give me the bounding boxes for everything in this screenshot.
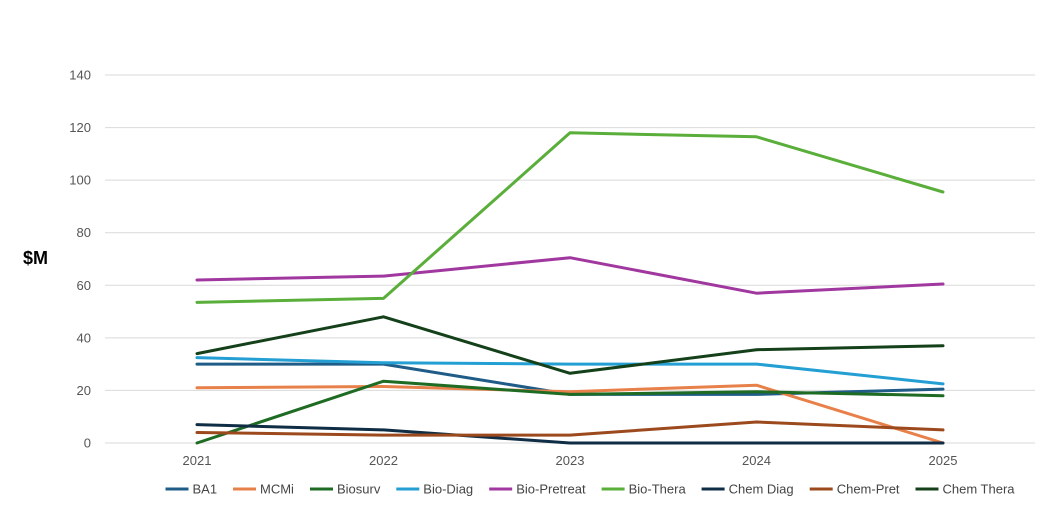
legend-label: Chem Diag (729, 482, 794, 497)
x-tick-label: 2022 (369, 453, 398, 468)
y-tick-label: 140 (69, 68, 91, 83)
x-axis-ticks: 2021 2022 2023 2024 2025 (183, 453, 958, 468)
series-line-chem-diag (195, 423, 945, 445)
x-tick-label: 2024 (742, 453, 771, 468)
x-tick-label: 2021 (183, 453, 212, 468)
series-line-mcmi (195, 383, 945, 445)
legend-label: MCMi (260, 482, 294, 497)
legend-label: Chem Thera (943, 482, 1016, 497)
legend-label: Chem-Pret (837, 482, 900, 497)
x-tick-label: 2025 (929, 453, 958, 468)
legend: BA1 MCMi Biosurv Bio-Diag Bio-Pretreat Bio-Th… (165, 482, 1016, 497)
y-tick-label: 80 (77, 225, 91, 240)
legend-item: Bio-Diag (396, 482, 473, 497)
y-tick-label: 0 (84, 436, 91, 451)
legend-item: MCMi (233, 482, 294, 497)
series-line-bio-thera (195, 131, 945, 304)
legend-item: Biosurv (310, 482, 381, 497)
series-line-bio-diag (195, 356, 945, 386)
y-tick-label: 60 (77, 278, 91, 293)
series-line-bio-pretreat (195, 256, 945, 295)
legend-label: Bio-Diag (423, 482, 473, 497)
legend-item: BA1 (165, 482, 218, 497)
legend-item: Bio-Thera (601, 482, 687, 497)
series-line-biosurv (195, 379, 945, 445)
series-lines (195, 131, 945, 445)
legend-item: Chem-Pret (809, 482, 900, 497)
y-axis-label: $M (23, 248, 48, 268)
gridlines (105, 74, 1035, 444)
y-tick-label: 20 (77, 383, 91, 398)
series-line-chem-pret (195, 420, 945, 437)
y-tick-label: 120 (69, 120, 91, 135)
y-tick-label: 40 (77, 330, 91, 345)
legend-label: Biosurv (337, 482, 381, 497)
y-tick-label: 100 (69, 173, 91, 188)
y-axis-ticks: 0 20 40 60 80 100 120 140 (69, 68, 91, 451)
legend-item: Chem Diag (701, 482, 794, 497)
x-tick-label: 2023 (556, 453, 585, 468)
series-line-chem-thera (195, 315, 945, 375)
legend-item: Bio-Pretreat (489, 482, 586, 497)
series-line-ba1 (195, 362, 945, 396)
legend-label: BA1 (193, 482, 218, 497)
legend-label: Bio-Pretreat (516, 482, 586, 497)
legend-label: Bio-Thera (629, 482, 687, 497)
legend-item: Chem Thera (915, 482, 1016, 497)
